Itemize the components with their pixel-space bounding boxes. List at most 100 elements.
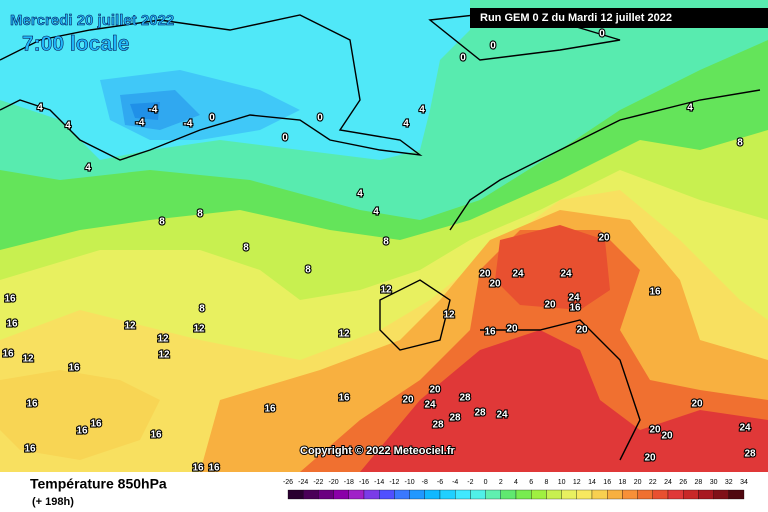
contour-label: 20 [576,325,588,336]
scale-tick-label: 26 [679,479,687,486]
scale-swatch [698,489,714,500]
contour-label: 8 [383,237,389,248]
contour-label: 20 [598,233,610,244]
scale-tick-label: 34 [740,479,748,486]
contour-label: 12 [193,324,205,335]
contour-label: 12 [158,350,170,361]
contour-label: 4 [85,163,91,174]
contour-label: 12 [124,321,136,332]
contour-label: 28 [474,408,486,419]
scale-tick-label: 28 [695,479,703,486]
contour-label: 16 [76,426,88,437]
scale-tick-label: -6 [437,479,443,486]
scale-swatch [500,489,517,500]
contour-label: 20 [644,453,656,464]
scale-swatch [287,489,304,500]
contour-label: 16 [338,393,350,404]
scale-swatch [379,489,395,500]
contour-label: 16 [6,319,18,330]
run-box [470,8,768,28]
contour-label: 4 [373,207,379,218]
contour-label: 8 [197,209,203,220]
copyright: Copyright © 2022 Meteociel.fr [300,445,456,457]
scale-swatch [683,489,699,500]
contour-label: 20 [661,431,673,442]
contour-label: 4 [37,103,43,114]
scale-swatch [348,489,365,500]
contour-label: 16 [24,444,36,455]
contour-label: 20 [479,269,491,280]
contour-label: 16 [90,419,102,430]
contour-label: 16 [649,287,661,298]
contour-label: 24 [512,269,524,280]
scale-tick-label: -24 [298,479,308,486]
contour-label: 8 [199,304,205,315]
contour-label: 20 [402,395,414,406]
contour-label: 4 [687,103,693,114]
scale-tick-label: 32 [725,479,733,486]
contour-label: -4 [136,118,145,129]
contour-label: 24 [568,293,580,304]
scale-swatch [576,489,593,500]
color-scale: -26 -24 -22 -20 -18 -16 -14 -12 -10 -8 -6 -4 -2 0 2 4 6 8… [283,479,748,500]
contour-label: 24 [424,400,436,411]
contour-label: -4 [184,119,193,130]
date-title: Mercredi 20 juillet 2022 [10,12,174,29]
scale-swatch [637,489,653,500]
contour-label: 20 [691,399,703,410]
contour-label: 12 [338,329,350,340]
contour-label: 4 [357,189,363,200]
scale-tick-label: 14 [588,479,596,486]
scale-tick-label: -20 [329,479,339,486]
scale-swatch [424,489,441,500]
scale-swatch [409,489,425,500]
contour-label: 8 [159,217,165,228]
map-background [0,0,768,472]
contour-label: 28 [459,393,471,404]
contour-label: 4 [403,119,409,130]
scale-tick-label: 2 [499,479,503,486]
scale-swatch [622,489,638,500]
scale-tick-label: 18 [619,479,627,486]
contour-label: 12 [157,334,169,345]
run-info: Run GEM 0 Z du Mardi 12 juillet 2022 [480,12,672,24]
contour-label: 24 [739,423,751,434]
scale-tick-label: -12 [389,479,399,486]
scale-tick-label: -10 [405,479,415,486]
contour-label: 24 [496,410,508,421]
scale-swatch [591,489,608,500]
scale-tick-label: 6 [529,479,533,486]
scale-swatch [667,489,684,500]
contour-label: 16 [150,430,162,441]
contour-label: 4 [419,105,425,116]
contour-label: -4 [149,105,158,116]
scale-tick-label: -8 [422,479,428,486]
contour-label: 0 [317,113,323,124]
scale-tick-label: 0 [484,479,488,486]
scale-tick-label: 30 [710,479,718,486]
contour-label: 4 [65,121,71,132]
contour-label: 0 [282,133,288,144]
scale-swatch [652,489,669,500]
contour-label: 16 [208,463,220,474]
scale-tick-label: 16 [603,479,611,486]
scale-tick-label: -14 [374,479,384,486]
scale-swatch [439,489,456,500]
scale-swatch [303,489,319,500]
scale-swatch [455,489,471,500]
scale-swatch [515,489,532,500]
contour-label: 16 [484,327,496,338]
footer-title: Température 850hPa [30,476,167,492]
contour-label: 8 [305,265,311,276]
contour-label: 20 [506,324,518,335]
contour-label: 24 [560,269,572,280]
contour-label: 28 [744,449,756,460]
scale-swatch [470,489,486,500]
footer-lead: (+ 198h) [32,496,74,508]
scale-swatch [713,489,729,500]
scale-swatch [728,489,745,500]
contour-label: 16 [192,463,204,474]
scale-swatch [607,489,623,500]
scale-tick-label: -22 [313,479,323,486]
contour-label: 28 [432,420,444,431]
